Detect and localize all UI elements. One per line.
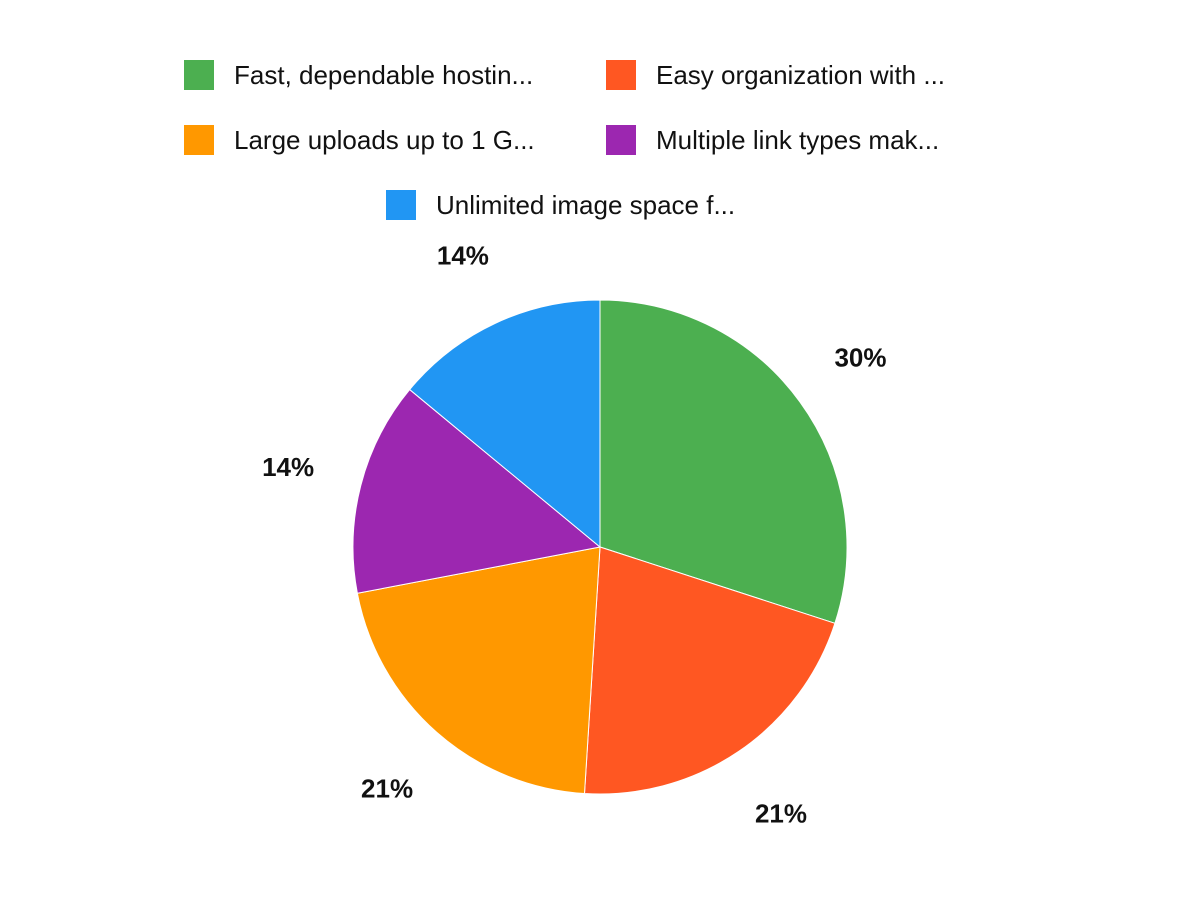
pie-slice[interactable] (583, 546, 836, 795)
legend-swatch (606, 125, 636, 155)
legend-label: Unlimited image space f... (436, 189, 736, 220)
pie-slice[interactable] (352, 388, 602, 594)
legend-item[interactable]: Fast, dependable hostin... (184, 58, 533, 92)
legend-label: Easy organization with ... (656, 59, 946, 90)
legend-item[interactable]: Easy organization with ... (606, 58, 945, 92)
pie-slice[interactable] (408, 299, 601, 549)
legend-item[interactable]: Unlimited image space f... (386, 188, 735, 222)
slice-data-label: 21% (361, 774, 413, 804)
slice-data-label: 14% (437, 241, 489, 271)
legend-label: Multiple link types mak... (656, 124, 940, 155)
legend-item[interactable]: Large uploads up to 1 G... (184, 123, 535, 157)
slice-data-label: 14% (262, 452, 314, 482)
legend-label: Large uploads up to 1 G... (234, 124, 535, 155)
slice-data-label: 21% (755, 798, 807, 828)
legend-swatch (184, 60, 214, 90)
legend-swatch (606, 60, 636, 90)
legend-swatch (386, 190, 416, 220)
pie-slice[interactable] (599, 299, 848, 624)
slice-data-label: 30% (834, 343, 886, 373)
legend-label: Fast, dependable hostin... (234, 59, 534, 90)
legend-swatch (184, 125, 214, 155)
legend-item[interactable]: Multiple link types mak... (606, 123, 939, 157)
pie-slice[interactable] (356, 546, 601, 795)
